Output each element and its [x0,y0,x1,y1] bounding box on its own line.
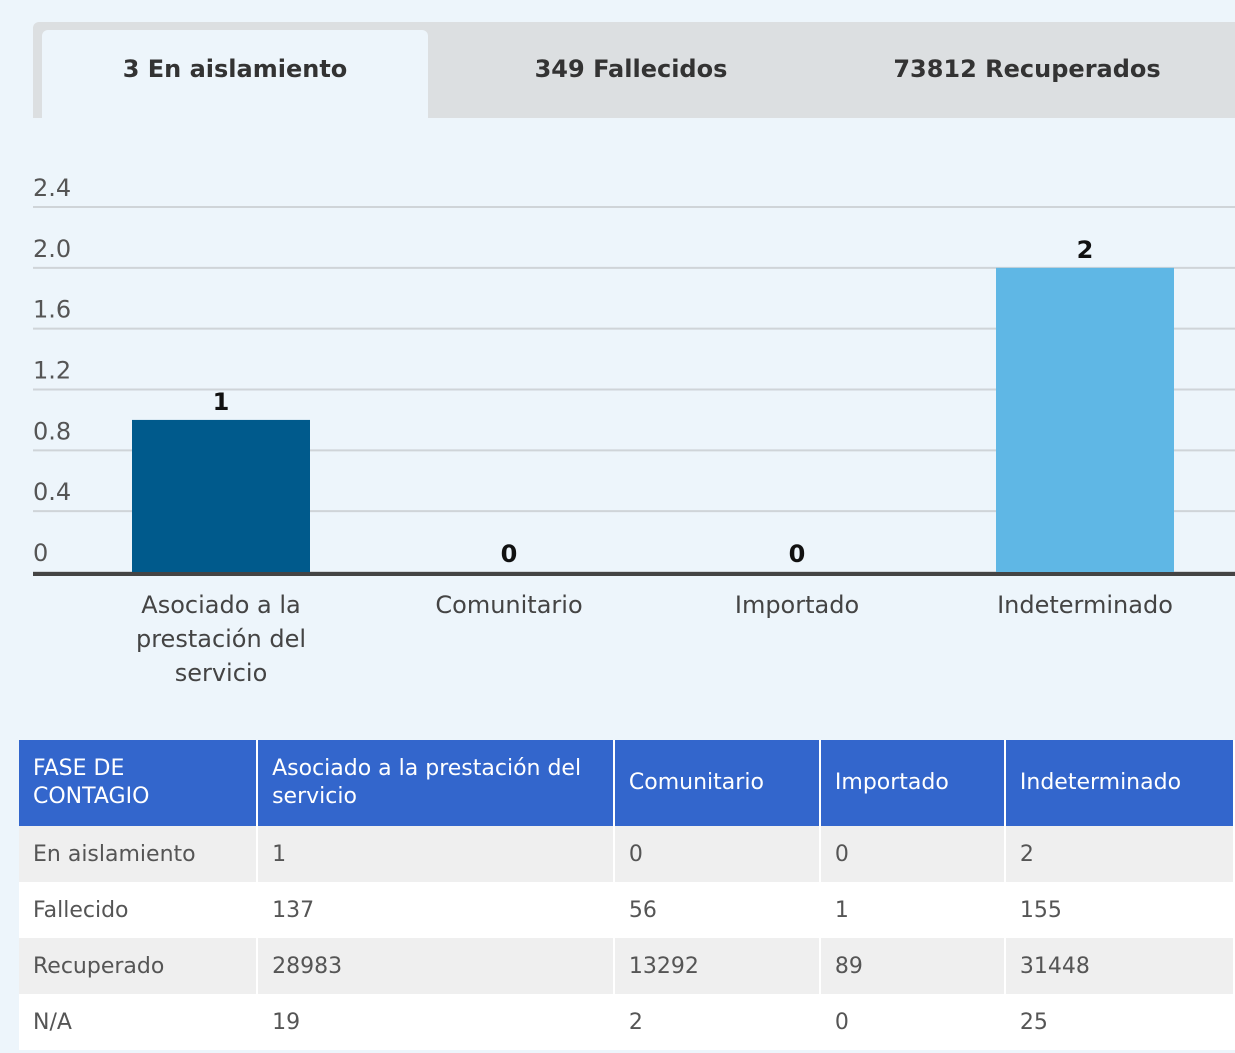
table-cell: 155 [1004,882,1235,938]
column-header: Comunitario [613,740,821,826]
y-tick-label: 2.4 [33,174,71,202]
y-tick-label: 0 [33,539,48,567]
column-header: Asociado a la prestación del servicio [257,740,615,826]
y-tick-label: 1.2 [33,357,71,385]
bar [132,419,310,572]
bar [996,267,1174,572]
tab[interactable]: 73812 Recuperados [893,55,1161,83]
table-cell: 28983 [257,938,615,994]
tab[interactable]: 349 Fallecidos [534,55,728,83]
table-cell: 0 [819,826,1006,882]
table-row: N/A 19 2 0 25 [19,994,1235,1050]
table-cell: 31448 [1004,938,1235,994]
x-tick-label: Asociado a la prestación del servicio [135,591,306,687]
table-cell: 2 [1004,826,1235,882]
table-cell: 1 [257,826,615,882]
table-row: Fallecido 137 56 1 155 [19,882,1235,938]
data-label: 2 [1077,236,1094,264]
y-tick-label: 0.4 [33,478,71,506]
column-header: Indeterminado [1004,740,1235,826]
table-cell: En aislamiento [19,826,259,882]
table-cell: 0 [613,826,821,882]
x-tick-label: Indeterminado [997,591,1173,619]
data-table: FASE DE CONTAGIO Asociado a la prestación… [19,740,1235,1050]
y-tick-label: 0.8 [33,417,71,445]
table-cell: 56 [613,882,821,938]
y-tick-label: 2.0 [33,235,71,263]
table-cell: 19 [257,994,615,1050]
y-tick-label: 1.6 [33,296,71,324]
column-header: FASE DE CONTAGIO [19,740,259,826]
table-cell: 1 [819,882,1006,938]
table-row: En aislamiento 1 0 0 2 [19,826,1235,882]
x-tick-label: Comunitario [435,591,583,619]
data-label: 0 [789,540,806,568]
table-cell: 2 [613,994,821,1050]
table-row: Recuperado 28983 13292 89 31448 [19,938,1235,994]
data-label: 1 [213,388,230,416]
tab-bar: 3 En aislamiento 349 Fallecidos 73812 Recu… [33,22,1235,118]
data-label: 0 [501,540,518,568]
tab[interactable]: 3 En aislamiento [42,30,428,118]
table-cell: 13292 [613,938,821,994]
x-tick-label: Importado [734,591,860,619]
table-cell: N/A [19,994,259,1050]
table-cell: 0 [819,994,1006,1050]
table-cell: Fallecido [19,882,259,938]
table-cell: 89 [819,938,1006,994]
table-cell: Recuperado [19,938,259,994]
table-cell: 137 [257,882,615,938]
table-cell: 25 [1004,994,1235,1050]
column-header: Importado [819,740,1006,826]
